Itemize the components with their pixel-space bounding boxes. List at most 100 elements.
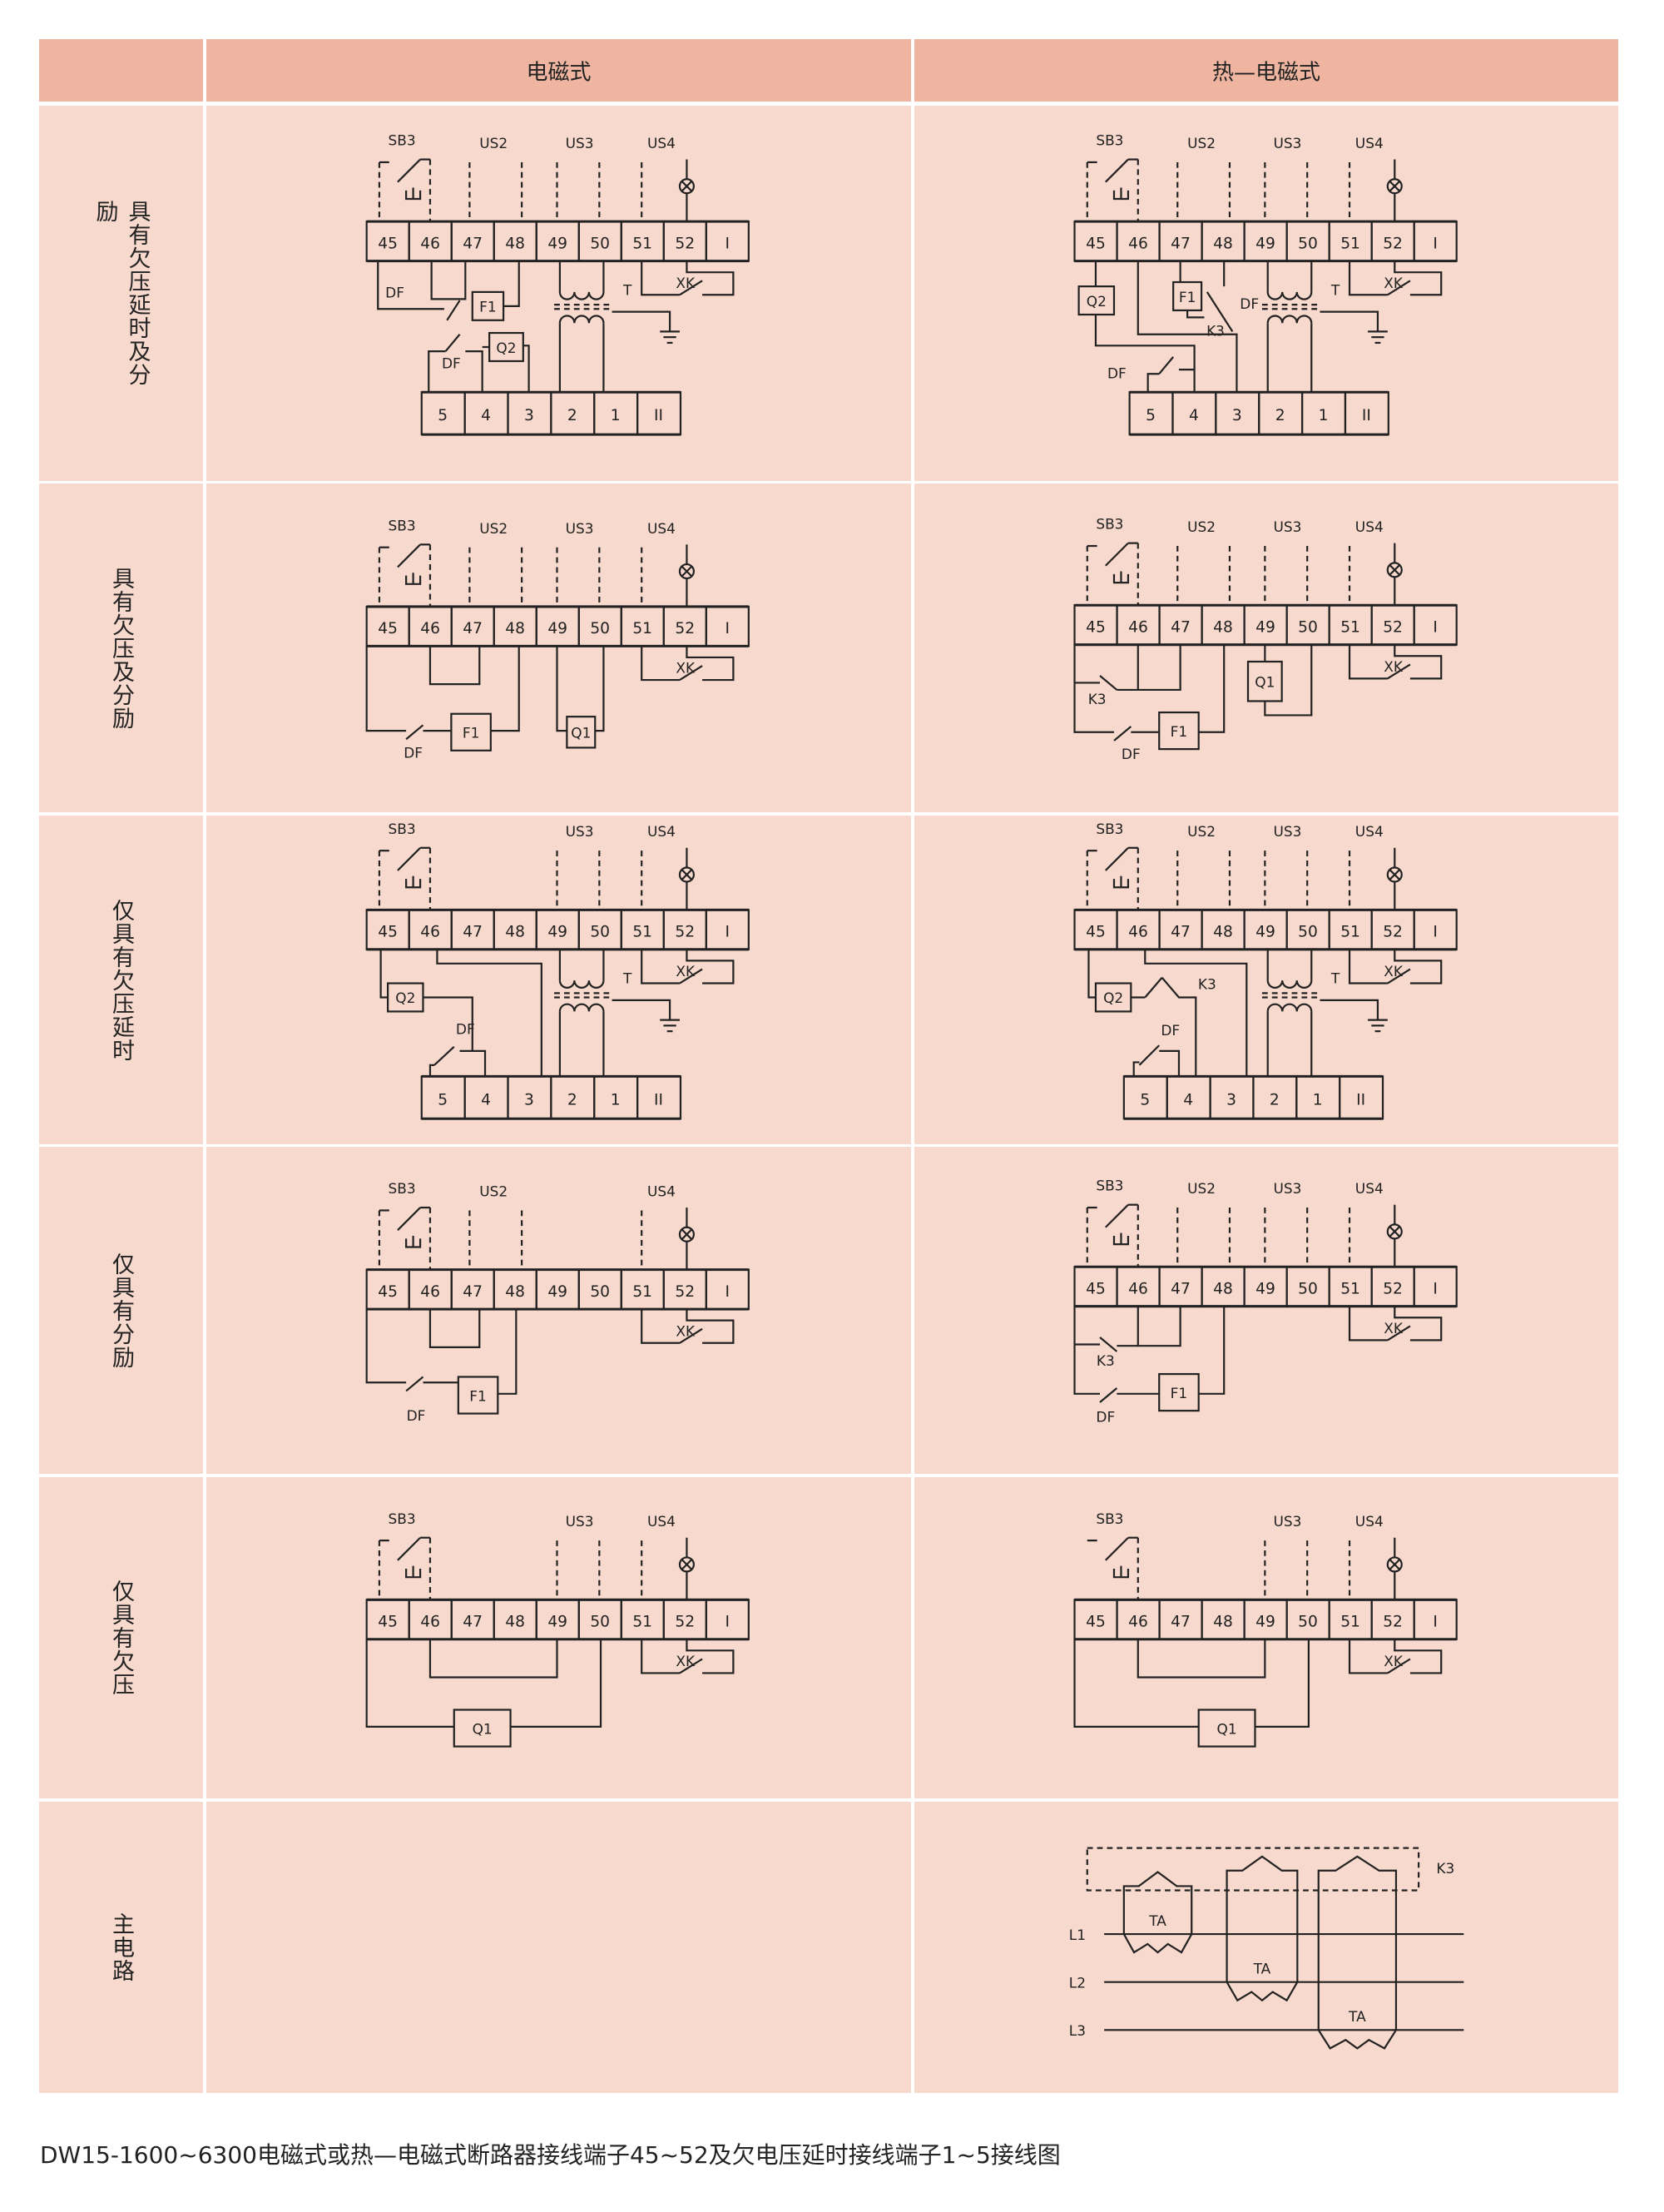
terminal-number: 45 — [378, 1283, 398, 1301]
df-label: DF — [442, 355, 461, 371]
current-transformer-zigzag — [1317, 2029, 1397, 2050]
terminal-number: I — [1433, 1280, 1437, 1297]
xk-wire — [641, 1309, 680, 1344]
wire — [1198, 644, 1226, 733]
df-contact — [446, 300, 461, 321]
terminal-number: 51 — [1340, 235, 1360, 252]
q1-label: Q1 — [473, 1720, 493, 1737]
terminal-number: 48 — [1213, 924, 1233, 941]
thermal-electromagnetic-diagram-cell — [914, 1477, 1618, 1798]
terminal-number: 48 — [505, 1614, 525, 1631]
delay-terminal-number: 3 — [1226, 1091, 1236, 1108]
terminal-number: I — [725, 620, 729, 637]
terminal-number: 48 — [1213, 235, 1233, 252]
wire — [1161, 977, 1197, 1077]
terminal-number: 52 — [675, 235, 695, 252]
q1-label: Q1 — [571, 725, 591, 741]
electromagnetic-diagram-cell — [206, 106, 911, 481]
us2-label: US2 — [1187, 518, 1216, 535]
header-electromagnetic: 电磁式 — [206, 39, 911, 102]
terminal-number: 45 — [1086, 618, 1106, 636]
column-title-electromagnetic: 电磁式 — [526, 60, 592, 85]
terminal-number: 49 — [1255, 1614, 1275, 1631]
row-label: 仅具有欠压延时 — [108, 898, 134, 1062]
coil-icon — [1266, 980, 1313, 989]
sb3-label: SB3 — [388, 1180, 415, 1197]
f1-label: F1 — [463, 725, 480, 741]
electromagnetic-diagram-cell — [206, 1802, 911, 2093]
xk-label: XK — [1384, 1320, 1404, 1337]
delay-terminal-number: II — [654, 1091, 663, 1108]
q1-box — [566, 716, 597, 749]
terminal-number: 47 — [463, 620, 483, 637]
thermal-electromagnetic-diagram-cell — [914, 1147, 1618, 1474]
delay-terminal-number: 1 — [1319, 407, 1329, 424]
q1-label: Q1 — [1217, 1720, 1237, 1737]
xk-contact — [1387, 1325, 1411, 1342]
ground-wire — [612, 310, 671, 332]
terminal-number: 50 — [1298, 1614, 1318, 1631]
lamp-icon — [1389, 181, 1400, 192]
xk-wire — [641, 646, 680, 682]
k3-label: K3 — [1198, 975, 1216, 992]
terminal-number: I — [725, 235, 729, 252]
xk-label: XK — [1384, 275, 1404, 291]
wire — [510, 1639, 602, 1728]
sb3-pushbutton-blade — [1105, 1536, 1129, 1561]
terminal-number: 47 — [1171, 618, 1191, 636]
us4-label: US4 — [1355, 823, 1384, 840]
terminal-number: 45 — [1086, 235, 1106, 252]
xk-wire — [641, 260, 680, 296]
wire — [1132, 1061, 1140, 1077]
terminal-number: 49 — [1255, 924, 1275, 941]
wire — [379, 949, 389, 999]
terminal-number: 48 — [505, 924, 525, 941]
df-label: DF — [404, 744, 423, 761]
terminal-number: 46 — [420, 1283, 440, 1301]
row-label-cell: 仅具有欠压 — [39, 1477, 203, 1798]
header-corner-cell — [39, 39, 203, 102]
f1-box — [471, 290, 505, 321]
terminal-number: 50 — [1298, 618, 1318, 636]
df-label: DF — [1240, 295, 1259, 312]
coil-icon — [1266, 1003, 1313, 1012]
us2-label: US2 — [1187, 1180, 1216, 1197]
lamp-icon — [1389, 1226, 1400, 1237]
terminal-number: 46 — [1128, 1280, 1148, 1297]
us4-label: US4 — [1355, 1513, 1384, 1530]
terminal-number: 52 — [1383, 1614, 1403, 1631]
thermal-electromagnetic-diagram-cell — [914, 106, 1618, 481]
sb3-pushbutton-blade — [397, 1536, 421, 1561]
terminal-number: 46 — [420, 620, 440, 637]
phase-label: L3 — [1069, 2022, 1086, 2039]
row-label: 主电路 — [108, 1912, 134, 1982]
wire — [1264, 644, 1313, 717]
wire — [377, 260, 444, 310]
row-label-cell: 主电路 — [39, 1802, 203, 2093]
us3-label: US3 — [566, 1513, 594, 1530]
k3-label: K3 — [1206, 322, 1225, 339]
wire — [1117, 644, 1181, 692]
xk-wire — [686, 949, 735, 984]
terminal-number: 50 — [1298, 235, 1318, 252]
row-label-cell: 具有欠压延时及分励 — [39, 106, 203, 481]
terminal-number: 50 — [590, 620, 610, 637]
xk-wire — [641, 949, 680, 984]
terminal-number: 49 — [547, 620, 567, 637]
electromagnetic-diagram-cell — [206, 1477, 911, 1798]
terminal-number: I — [725, 1614, 729, 1631]
terminal-number: 52 — [1383, 235, 1403, 252]
terminal-number: 52 — [675, 1614, 695, 1631]
coil-icon — [558, 1003, 605, 1012]
xk-wire — [1348, 1639, 1388, 1674]
us4-label: US4 — [647, 1513, 676, 1530]
terminal-number: 47 — [463, 1283, 483, 1301]
terminal-number: 52 — [1383, 618, 1403, 636]
terminal-number: 46 — [1128, 924, 1148, 941]
terminal-number: 49 — [547, 1283, 567, 1301]
terminal-number: 45 — [1086, 1280, 1106, 1297]
xk-contact — [1387, 968, 1411, 984]
terminal-number: I — [725, 924, 729, 941]
sb3-label: SB3 — [1096, 516, 1123, 533]
terminal-number: 52 — [675, 924, 695, 941]
